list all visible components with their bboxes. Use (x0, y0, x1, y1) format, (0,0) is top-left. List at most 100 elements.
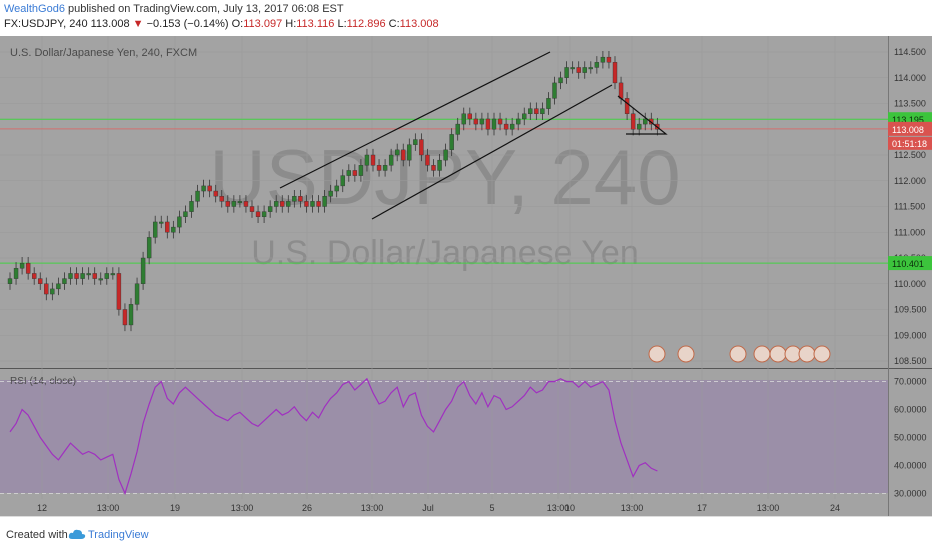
candle-body (382, 165, 388, 171)
symbol-label: FX:USDJPY, 240 (4, 18, 88, 30)
candle-body (455, 123, 460, 135)
price-tick-label: 112.000 (894, 176, 926, 186)
candle-body (152, 221, 158, 238)
candle-body (32, 273, 37, 279)
time-tick-label: 13:00 (231, 503, 254, 513)
countdown-text: 01:51:18 (892, 139, 927, 149)
time-tick-label: 13:00 (757, 503, 780, 513)
candle-body (80, 273, 85, 279)
candle-body (624, 98, 630, 114)
countdown-tag (888, 136, 932, 150)
rsi-tick-label: 60.0000 (894, 405, 927, 415)
candle-body (437, 159, 442, 171)
candle-body (122, 309, 128, 326)
candle-body (261, 211, 267, 217)
low-label: L: (337, 18, 347, 30)
candle-body (128, 304, 134, 326)
event-flag-icon[interactable] (677, 345, 695, 363)
open-value: 113.097 (243, 18, 283, 30)
triangle-pattern[interactable] (617, 95, 668, 135)
price-tick-label: 109.500 (894, 305, 927, 315)
high-value: 113.116 (296, 18, 335, 30)
price-tick-label: 113.500 (894, 99, 926, 109)
event-flag-icon[interactable] (753, 345, 771, 363)
candle-body (140, 257, 146, 284)
publish-text: published on TradingView.com, July 13, 2… (64, 3, 344, 15)
candle-body (637, 123, 642, 130)
chart-area[interactable]: USDJPY, 240 U.S. Dollar/Japanese Yen 114… (0, 36, 932, 516)
candle-body (358, 165, 364, 176)
event-markers[interactable] (648, 345, 831, 363)
candle-body (582, 67, 587, 73)
candle-body (310, 201, 315, 207)
channel-upper-line[interactable] (279, 51, 551, 189)
candle-body (467, 113, 472, 120)
rsi-tick-label: 70.0000 (894, 377, 927, 387)
candle-body (328, 190, 333, 197)
candle-body (618, 82, 624, 99)
rsi-line (9, 377, 658, 496)
time-tick-label: 10 (565, 503, 575, 513)
author-link[interactable]: WealthGod6 (4, 3, 65, 15)
time-tick-label: 5 (489, 503, 494, 513)
close-value: 113.008 (399, 18, 439, 30)
price-chart[interactable]: USDJPY, 240 U.S. Dollar/Japanese Yen 114… (0, 36, 932, 516)
candles (7, 50, 660, 332)
event-flag-icon[interactable] (769, 345, 787, 363)
time-tick-label: Jul (422, 503, 434, 513)
rsi-band (0, 380, 888, 493)
last-price: 113.008 (90, 18, 130, 30)
candle-body (183, 211, 188, 217)
candle-body (134, 283, 140, 305)
open-label: O: (231, 18, 244, 30)
grid-lines (0, 36, 888, 499)
candle-body (177, 216, 182, 228)
candle-body (231, 201, 237, 207)
candle-body (298, 195, 303, 202)
price-labels: 113.195 110.401 113.008 01:51:18 (888, 112, 932, 271)
candle-body (292, 195, 297, 202)
rsi-tick-label: 50.0000 (894, 433, 927, 443)
candle-body (195, 190, 200, 202)
time-tick-label: 13:00 (547, 503, 570, 513)
candle-body (491, 118, 497, 130)
candle-body (630, 113, 636, 130)
candle-body (461, 113, 466, 125)
candle-body (606, 56, 612, 63)
candle-body (274, 201, 279, 207)
candle-body (189, 201, 194, 212)
event-flag-icon[interactable] (729, 345, 747, 363)
channel-lower-line[interactable] (371, 84, 613, 220)
time-tick-label: 13:00 (97, 503, 120, 513)
candle-body (346, 170, 351, 176)
candle-body (207, 185, 212, 192)
watermark-symbol: USDJPY, 240 (209, 133, 680, 221)
low-value: 112.896 (346, 18, 386, 30)
candle-body (419, 139, 424, 156)
candle-body (443, 149, 448, 161)
candle-body (643, 118, 648, 125)
event-flag-icon[interactable] (798, 345, 816, 363)
candle-body (44, 283, 49, 295)
tradingview-link[interactable]: TradingView (88, 529, 149, 541)
price-tick-label: 110.000 (894, 279, 926, 289)
time-tick-label: 19 (170, 503, 180, 513)
footer: Created with TradingView (0, 516, 932, 551)
time-tick-label: 13:00 (621, 503, 644, 513)
rsi-tick-label: 40.0000 (894, 460, 927, 470)
candle-body (304, 201, 309, 207)
chart-title: U.S. Dollar/Japanese Yen, 240, FXCM (10, 47, 197, 59)
price-tick-label: 111.000 (894, 227, 925, 237)
event-flag-icon[interactable] (648, 345, 666, 363)
candle-body (431, 165, 436, 171)
candle-body (50, 288, 55, 295)
candle-body (146, 237, 152, 259)
candle-body (413, 139, 418, 145)
candle-body (497, 118, 503, 125)
event-flag-icon[interactable] (813, 345, 831, 363)
candle-body (534, 108, 539, 115)
time-tick-label: 26 (302, 503, 312, 513)
candle-body (98, 278, 103, 281)
candle-body (243, 201, 249, 207)
